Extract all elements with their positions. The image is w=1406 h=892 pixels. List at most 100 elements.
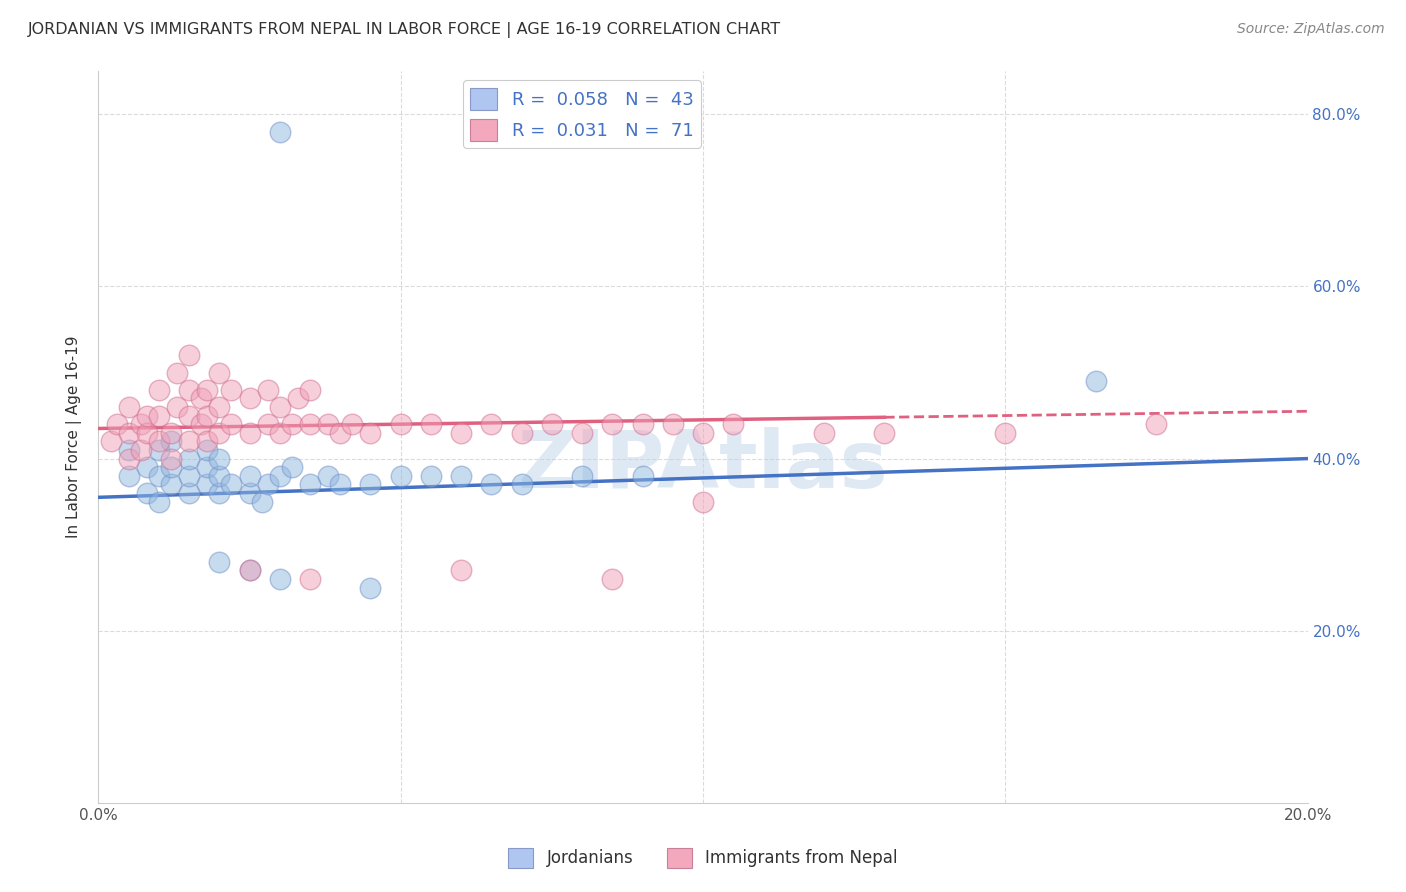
Point [118, 468, 141, 483]
Point [179, 451, 201, 466]
Point [239, 486, 262, 500]
Point [602, 572, 624, 586]
Point [994, 425, 1017, 440]
Point [166, 400, 188, 414]
Point [813, 425, 835, 440]
Point [389, 417, 412, 432]
Point [329, 425, 352, 440]
Point [221, 477, 243, 491]
Point [342, 417, 364, 432]
Point [450, 468, 472, 483]
Point [360, 477, 382, 491]
Point [190, 392, 212, 406]
Point [256, 383, 278, 397]
Point [179, 348, 201, 362]
Point [510, 425, 533, 440]
Point [208, 366, 231, 380]
Point [256, 477, 278, 491]
Point [148, 409, 170, 423]
Point [299, 383, 322, 397]
Point [316, 417, 339, 432]
Point [239, 468, 262, 483]
Point [195, 442, 218, 457]
Point [631, 417, 654, 432]
Point [287, 392, 309, 406]
Point [631, 468, 654, 483]
Point [148, 442, 170, 457]
Point [281, 460, 304, 475]
Point [166, 366, 188, 380]
Point [540, 417, 562, 432]
Point [160, 434, 183, 449]
Point [389, 468, 412, 483]
Point [208, 486, 231, 500]
Point [1144, 417, 1167, 432]
Point [281, 417, 304, 432]
Point [239, 564, 262, 578]
Point [179, 468, 201, 483]
Point [299, 572, 322, 586]
Point [118, 425, 141, 440]
Point [148, 434, 170, 449]
Point [129, 442, 152, 457]
Point [195, 477, 218, 491]
Point [148, 494, 170, 508]
Point [269, 425, 291, 440]
Point [160, 451, 183, 466]
Point [481, 417, 503, 432]
Point [148, 468, 170, 483]
Point [100, 434, 122, 449]
Point [450, 564, 472, 578]
Point [105, 417, 128, 432]
Point [160, 477, 183, 491]
Point [195, 434, 218, 449]
Point [873, 425, 896, 440]
Point [195, 460, 218, 475]
Point [360, 425, 382, 440]
Point [239, 425, 262, 440]
Point [269, 572, 291, 586]
Point [510, 477, 533, 491]
Point [269, 468, 291, 483]
Point [208, 555, 231, 569]
Point [602, 417, 624, 432]
Point [692, 425, 714, 440]
Point [129, 417, 152, 432]
Point [179, 409, 201, 423]
Point [239, 392, 262, 406]
Point [208, 400, 231, 414]
Point [135, 486, 157, 500]
Point [269, 400, 291, 414]
Point [160, 460, 183, 475]
Point [195, 409, 218, 423]
Point [1085, 374, 1108, 388]
Point [135, 460, 157, 475]
Point [179, 434, 201, 449]
Point [250, 494, 273, 508]
Point [420, 417, 443, 432]
Point [221, 417, 243, 432]
Point [208, 451, 231, 466]
Point [118, 451, 141, 466]
Point [135, 409, 157, 423]
Point [571, 468, 593, 483]
Point [420, 468, 443, 483]
Point [135, 425, 157, 440]
Point [450, 425, 472, 440]
Point [299, 417, 322, 432]
Point [148, 383, 170, 397]
Point [256, 417, 278, 432]
Point [316, 468, 339, 483]
Point [661, 417, 683, 432]
Point [160, 425, 183, 440]
Point [723, 417, 745, 432]
Point [299, 477, 322, 491]
Point [208, 468, 231, 483]
Point [208, 425, 231, 440]
Point [195, 383, 218, 397]
Text: Source: ZipAtlas.com: Source: ZipAtlas.com [1237, 22, 1385, 37]
Point [239, 564, 262, 578]
Point [269, 125, 291, 139]
Text: JORDANIAN VS IMMIGRANTS FROM NEPAL IN LABOR FORCE | AGE 16-19 CORRELATION CHART: JORDANIAN VS IMMIGRANTS FROM NEPAL IN LA… [28, 22, 782, 38]
Point [360, 581, 382, 595]
